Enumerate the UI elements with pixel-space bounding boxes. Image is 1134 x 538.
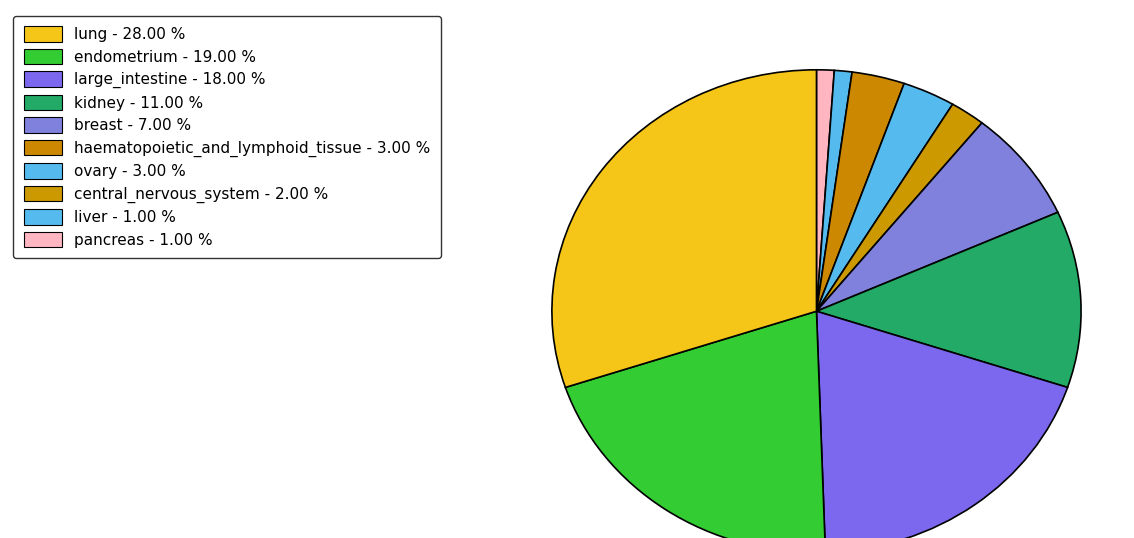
Wedge shape — [566, 312, 826, 538]
Legend: lung - 28.00 %, endometrium - 19.00 %, large_intestine - 18.00 %, kidney - 11.00: lung - 28.00 %, endometrium - 19.00 %, l… — [14, 16, 441, 258]
Wedge shape — [816, 70, 835, 312]
Wedge shape — [816, 70, 852, 312]
Wedge shape — [816, 104, 982, 312]
Wedge shape — [552, 70, 816, 387]
Wedge shape — [816, 213, 1081, 387]
Wedge shape — [816, 312, 1067, 538]
Wedge shape — [816, 83, 953, 312]
Wedge shape — [816, 72, 904, 312]
Wedge shape — [816, 123, 1058, 312]
